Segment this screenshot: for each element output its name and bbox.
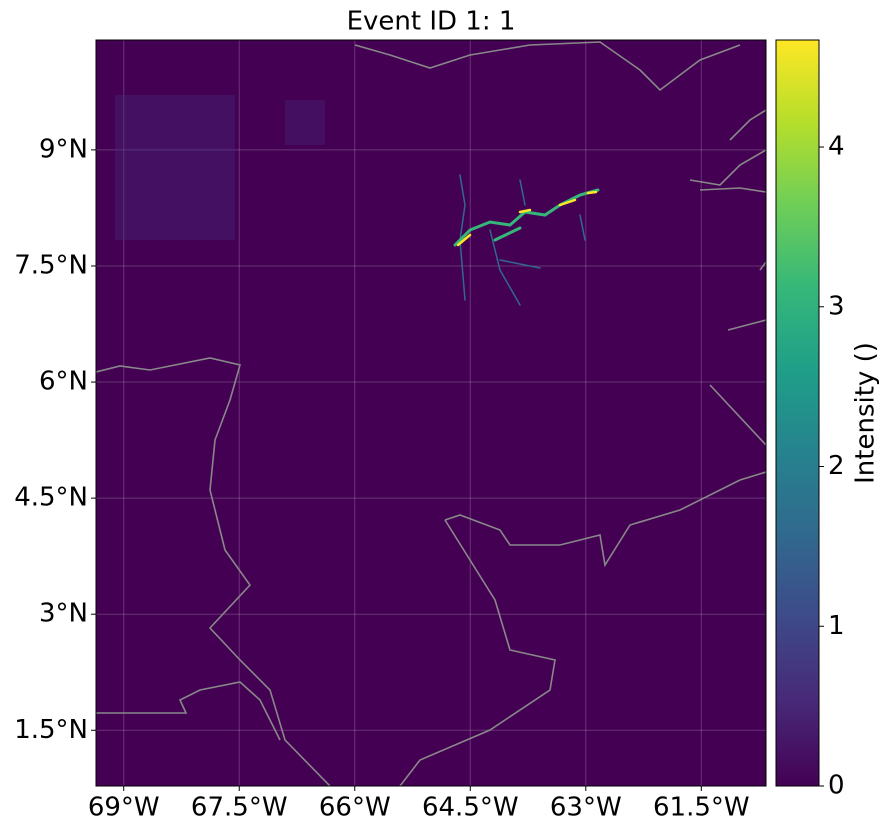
low-intensity-patch	[115, 95, 235, 240]
x-tick-label: 64.5°W	[422, 793, 519, 823]
y-tick-label: 1.5°N	[14, 715, 88, 745]
y-tick-label: 6°N	[39, 367, 88, 397]
y-tick-label: 9°N	[39, 134, 88, 164]
borders	[96, 41, 766, 786]
x-tick-label: 69°W	[88, 793, 160, 823]
x-tick-label: 63°W	[550, 793, 622, 823]
x-tick-label: 67.5°W	[191, 793, 288, 823]
colorbar	[775, 39, 820, 787]
x-tick-label: 61.5°W	[653, 793, 750, 823]
y-tick-label: 4.5°N	[14, 483, 88, 513]
low-intensity-patch	[285, 100, 325, 145]
coastline	[354, 41, 741, 92]
y-tick-label: 7.5°N	[14, 250, 88, 280]
colorbar-label: Intensity ()	[851, 342, 881, 484]
grid	[96, 40, 766, 786]
colorbar-tick-label: 3	[828, 291, 845, 321]
country-border	[96, 357, 331, 786]
colorbar-tick-label: 4	[828, 132, 845, 162]
chart-title: Event ID 1: 1	[347, 7, 516, 37]
y-tick-label: 3°N	[39, 599, 88, 629]
intensity-field	[115, 95, 600, 306]
colorbar-tick-label: 1	[828, 611, 845, 641]
x-tick-label: 66°W	[319, 793, 391, 823]
colorbar-tick-label: 0	[828, 771, 845, 801]
map-background	[96, 40, 766, 786]
country-border	[444, 471, 766, 568]
country-border	[399, 519, 556, 786]
colorbar-tick-label: 2	[828, 451, 845, 481]
country-border	[709, 261, 766, 446]
coastline	[689, 109, 766, 193]
country-border	[96, 681, 281, 741]
intensity-peak	[456, 190, 598, 247]
plot-frame	[95, 39, 767, 787]
intensity-stream	[459, 174, 586, 306]
